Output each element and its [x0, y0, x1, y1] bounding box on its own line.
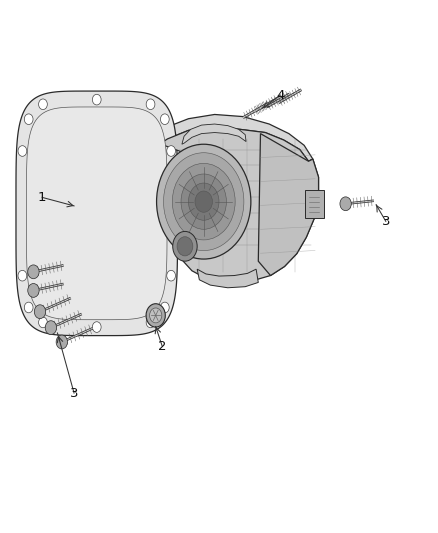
Circle shape: [177, 237, 193, 256]
Circle shape: [39, 317, 47, 328]
Polygon shape: [147, 115, 313, 161]
Polygon shape: [147, 127, 318, 282]
Circle shape: [28, 284, 39, 297]
Circle shape: [163, 153, 244, 251]
Circle shape: [24, 114, 33, 125]
Circle shape: [34, 305, 46, 319]
Circle shape: [28, 265, 39, 279]
Circle shape: [146, 304, 165, 327]
Circle shape: [92, 94, 101, 105]
Polygon shape: [16, 91, 177, 336]
Circle shape: [18, 270, 27, 281]
Circle shape: [39, 99, 47, 110]
Text: 4: 4: [276, 89, 284, 102]
Circle shape: [56, 335, 67, 349]
Circle shape: [92, 322, 101, 333]
Text: 3: 3: [70, 386, 78, 400]
Circle shape: [188, 183, 219, 220]
Polygon shape: [26, 107, 167, 320]
Polygon shape: [182, 124, 246, 144]
Circle shape: [195, 191, 212, 212]
FancyBboxPatch shape: [305, 190, 324, 217]
Circle shape: [18, 146, 27, 156]
Circle shape: [156, 144, 251, 259]
Polygon shape: [258, 134, 318, 276]
Circle shape: [181, 174, 226, 229]
Circle shape: [172, 164, 235, 240]
Circle shape: [45, 321, 57, 335]
Polygon shape: [197, 269, 258, 288]
Circle shape: [146, 317, 155, 328]
Text: 2: 2: [158, 340, 166, 353]
Circle shape: [24, 302, 33, 313]
Circle shape: [160, 114, 169, 125]
Circle shape: [150, 308, 162, 323]
Circle shape: [167, 270, 176, 281]
Circle shape: [167, 146, 176, 156]
Circle shape: [146, 99, 155, 110]
Circle shape: [340, 197, 351, 211]
Text: 3: 3: [381, 215, 390, 228]
Text: 1: 1: [38, 191, 46, 204]
Circle shape: [160, 302, 169, 313]
Circle shape: [173, 231, 197, 261]
